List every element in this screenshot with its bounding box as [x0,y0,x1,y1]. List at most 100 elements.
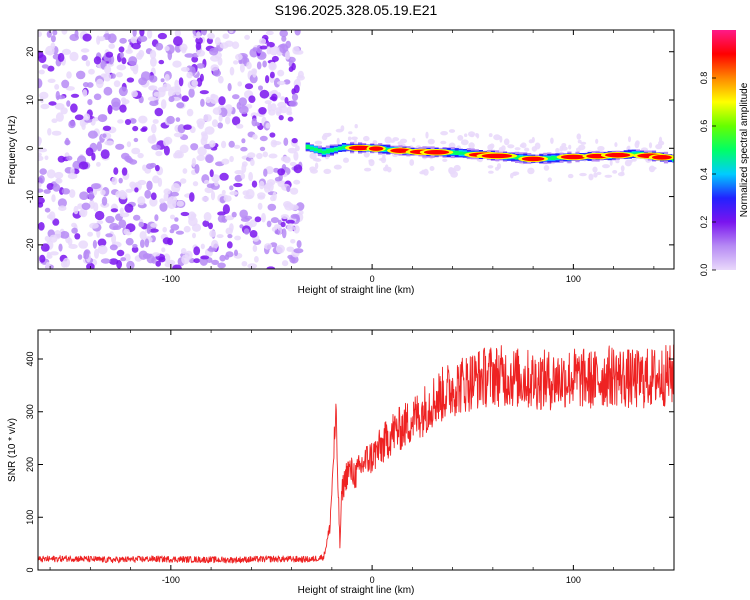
ridge-band [462,151,467,155]
ridge-halo-speckle [380,156,387,164]
noise-speckle [217,122,223,129]
noise-speckle [201,132,209,142]
noise-speckle [283,156,291,164]
noise-speckle [217,262,226,269]
x-tick-label: -100 [162,274,180,284]
noise-speckle [100,149,110,160]
noise-speckle [269,71,275,79]
noise-speckle [116,249,125,257]
noise-speckle [49,251,59,256]
noise-speckle [83,250,90,260]
noise-speckle [150,57,157,67]
ridge-halo-speckle [520,142,527,149]
ridge-halo-speckle [493,134,501,141]
noise-speckle [59,231,70,239]
noise-speckle [277,69,285,77]
colorbar-tick-label: 0.8 [699,72,709,85]
ridge-halo-speckle [609,159,613,166]
noise-speckle [158,59,165,65]
noise-speckle [41,64,49,69]
ridge-halo-speckle [392,137,400,142]
noise-speckle [294,30,301,36]
noise-speckle [82,33,92,42]
noise-speckle [196,49,206,57]
ridge-halo-speckle [555,147,560,154]
snr-y-tick-label: 0 [25,567,35,572]
noise-speckle [60,107,68,115]
noise-speckle [247,263,258,269]
noise-speckle [280,221,286,228]
noise-speckle [256,152,263,160]
noise-speckle [121,97,127,103]
ridge-band [337,146,343,150]
noise-speckle [92,239,97,249]
noise-speckle [218,96,226,106]
ridge-halo-speckle [348,131,353,135]
noise-speckle [43,189,51,194]
noise-speckle [173,36,183,47]
noise-speckle [266,220,272,228]
noise-speckle [205,154,214,164]
noise-speckle [290,187,299,195]
noise-speckle [92,117,100,122]
noise-speckle [271,93,278,102]
noise-speckle [65,86,75,91]
ridge-halo-speckle [468,142,475,149]
noise-speckle [70,103,78,113]
noise-speckle [223,195,232,202]
ridge-halo-speckle [489,143,495,149]
noise-speckle [202,220,210,228]
noise-speckle [46,30,52,38]
noise-speckle [196,118,206,127]
noise-speckle [118,219,127,228]
noise-speckle [271,55,279,62]
noise-speckle [38,31,42,37]
noise-speckle [110,73,116,79]
noise-speckle [62,48,71,56]
noise-speckle [196,31,201,39]
noise-speckle [241,138,246,144]
ridge-halo-speckle [440,131,448,136]
ridge-halo-speckle [383,166,389,172]
noise-speckle [246,61,252,70]
noise-speckle [170,214,175,220]
noise-speckle [144,189,152,199]
noise-speckle [290,239,296,244]
ridge-halo-speckle [468,131,476,137]
noise-speckle [266,179,276,186]
noise-speckle [164,74,170,82]
ridge-hotspot-core [481,153,513,159]
noise-speckle [48,101,57,106]
y-tick-label: 0 [25,146,35,151]
noise-speckle [132,64,139,75]
noise-speckle [180,248,187,255]
ridge-halo-speckle [524,147,530,152]
noise-speckle [119,207,124,215]
noise-speckle [157,32,167,40]
colorbar-ticks: 0.0 0.2 0.4 0.6 0.8 [699,72,716,276]
snr-y-label: SNR (10 * v/v) [7,418,18,482]
noise-speckle [50,35,56,43]
ridge-halo-speckle [425,131,429,139]
noise-speckle [146,163,154,170]
noise-speckle [173,132,183,138]
noise-speckle [166,115,175,125]
noise-speckle [46,183,55,190]
ridge-halo-speckle [588,173,594,181]
noise-speckle [149,197,158,207]
heatmap-frame [37,29,675,270]
noise-speckle [111,233,117,244]
noise-speckle [119,37,127,44]
noise-speckle [152,175,160,184]
noise-speckle [228,30,234,34]
ridge-halo-speckle [442,158,448,162]
noise-speckle [277,80,286,86]
colorbar-tick-label: 0.2 [699,216,709,229]
ridge-halo-speckle [494,166,500,171]
noise-speckle [232,94,240,100]
noise-speckle [281,228,287,239]
noise-speckle [259,45,268,50]
noise-speckle [204,126,215,135]
noise-speckle [161,247,166,253]
